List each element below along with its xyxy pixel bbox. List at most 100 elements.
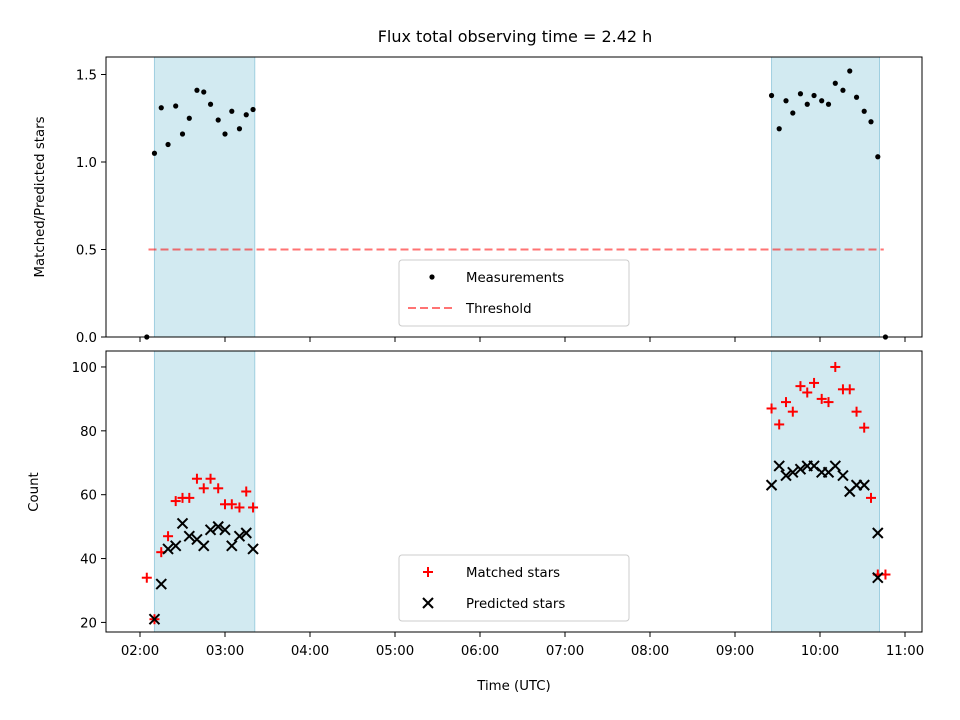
measurements-point	[158, 105, 164, 111]
top-plot-frame	[105, 56, 923, 338]
y-tick-label: 1.0	[76, 156, 97, 171]
predicted-stars-point	[233, 530, 246, 542]
legend-label-predicted-stars: Predicted stars	[466, 597, 565, 612]
y-tick-label: 20	[80, 616, 97, 631]
measurements-point	[797, 91, 804, 97]
bottom-y-axis-label: Count	[27, 472, 42, 512]
matched-stars-point	[816, 393, 827, 404]
measurements-point	[173, 103, 179, 109]
measurements-point	[776, 126, 782, 132]
y-tick-label: 100	[72, 361, 97, 376]
legend-marker-measurements	[429, 274, 435, 280]
x-tick-label: 05:00	[376, 644, 414, 659]
matched-stars-point	[830, 361, 841, 372]
measurements-point	[811, 92, 817, 99]
chart-title: Flux total observing time = 2.42 h	[378, 27, 653, 46]
measurements-point	[222, 131, 228, 137]
matched-stars-point	[866, 492, 876, 503]
predicted-stars-point	[872, 572, 884, 584]
x-tick-label: 04:00	[291, 644, 329, 659]
measurements-point	[804, 101, 810, 107]
measurements-point	[790, 110, 796, 116]
predicted-stars-point	[773, 460, 785, 472]
matched-stars-point	[802, 387, 813, 398]
measurements-point	[186, 115, 192, 121]
x-tick-label: 07:00	[546, 644, 584, 659]
matched-stars-point	[851, 406, 862, 417]
top-legend: Measurements Threshold	[398, 259, 630, 327]
y-tick-label: 0.5	[76, 244, 97, 259]
predicted-stars-point	[148, 613, 161, 625]
legend-label-measurements: Measurements	[466, 271, 564, 286]
x-tick-label: 08:00	[631, 644, 669, 659]
measurements-point	[840, 87, 846, 93]
measurements-point	[207, 101, 214, 107]
measurements-point	[819, 98, 825, 104]
legend-marker-predicted-stars	[422, 597, 434, 609]
y-tick-label: 60	[80, 489, 97, 504]
x-tick-label: 06:00	[461, 644, 499, 659]
predicted-stars-point	[169, 540, 182, 552]
predicted-stars-point	[226, 540, 238, 552]
matched-stars-point	[248, 502, 259, 513]
predicted-stars-point	[872, 527, 884, 539]
x-tick-label: 03:00	[206, 644, 244, 659]
matched-stars-point	[781, 397, 791, 408]
measurements-point	[250, 106, 256, 113]
predicted-stars-point	[794, 463, 807, 475]
predicted-stars-point	[176, 517, 189, 530]
x-tick-label: 11:00	[886, 644, 924, 659]
measurements-point	[768, 92, 775, 99]
measurements-point	[165, 141, 171, 148]
x-tick-label: 02:00	[121, 644, 159, 659]
predicted-stars-point	[765, 479, 778, 491]
bottom-legend: Matched stars Predicted stars	[398, 554, 630, 622]
measurements-point	[243, 112, 249, 118]
matched-stars-point	[213, 483, 224, 494]
matched-stars-point	[163, 531, 174, 542]
matched-stars-point	[170, 496, 181, 507]
y-tick-label: 80	[80, 425, 97, 440]
predicted-stars-point	[198, 540, 210, 552]
matched-stars-point	[198, 483, 209, 494]
measurements-point	[236, 126, 243, 132]
legend-marker-matched-stars	[423, 567, 433, 577]
top-panel: 0.0 0.5 1.0 1.5 Matched/Predicted stars Mea…	[33, 56, 923, 346]
y-tick-label: 0.0	[76, 331, 97, 346]
predicted-stars-point	[787, 466, 799, 479]
matched-stars-point	[774, 419, 785, 430]
matched-stars-point	[205, 473, 216, 484]
top-legend-box	[398, 259, 630, 327]
measurements-point	[201, 89, 207, 95]
measurements-point	[194, 87, 200, 93]
matched-stars-point	[787, 406, 798, 417]
measurements-point	[825, 101, 832, 107]
measurements-point	[179, 131, 186, 137]
matched-stars-point	[809, 377, 820, 388]
observing-window-1	[153, 56, 256, 338]
bottom-plot-frame	[105, 350, 923, 633]
matched-stars-point	[859, 422, 870, 433]
top-y-axis-label: Matched/Predicted stars	[33, 116, 48, 277]
legend-label-matched-stars: Matched stars	[466, 566, 560, 581]
y-tick-label: 1.5	[76, 69, 97, 84]
matched-stars-point	[191, 473, 202, 484]
matched-stars-point	[766, 403, 777, 414]
measurements-point	[847, 68, 853, 74]
measurements-point	[868, 119, 874, 125]
matched-stars-point	[823, 397, 834, 408]
measurements-point	[875, 154, 881, 160]
matched-stars-point	[141, 572, 152, 583]
matched-stars-point	[234, 502, 245, 513]
x-tick-label: 10:00	[801, 644, 839, 659]
predicted-stars-point	[162, 543, 174, 555]
predicted-stars-point	[219, 524, 231, 536]
predicted-stars-point	[240, 527, 252, 539]
predicted-stars-point	[212, 520, 224, 533]
bottom-panel: 02:00 03:00 04:00 05:00 06:00 07:00 08:00 09:00…	[27, 350, 924, 694]
measurements-point	[853, 94, 860, 100]
observing-window-2	[771, 56, 880, 338]
predicted-stars-point	[829, 460, 842, 472]
matched-stars-point	[795, 381, 806, 392]
